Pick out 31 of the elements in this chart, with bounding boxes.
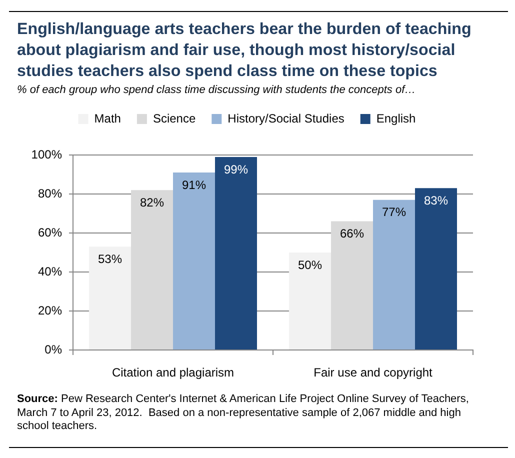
y-tick-label: 20% xyxy=(38,303,62,318)
y-tick-label: 0% xyxy=(44,342,62,356)
bar xyxy=(415,188,457,350)
legend-label: English xyxy=(376,111,416,126)
source-note: Source: Pew Research Center's Internet & American Life Project Online Survey of Teachers, March 7 to April 23, 2012. Based on a non-representative sample of 2,067 middle and high school teachers. xyxy=(17,393,470,432)
data-label: 91% xyxy=(182,178,206,192)
y-tick-label: 40% xyxy=(38,264,62,278)
legend-label: Science xyxy=(152,111,196,126)
bar xyxy=(331,221,373,350)
bar xyxy=(89,246,131,350)
bar xyxy=(373,200,415,350)
x-tick-label: Fair use and copyright xyxy=(314,366,434,380)
data-label: 66% xyxy=(340,226,364,241)
bar xyxy=(215,156,257,350)
x-tick-label: Citation and plagiarism xyxy=(112,366,234,380)
chart-subtitle: % of each group who spend class time discussing with students the concepts of… xyxy=(17,83,417,97)
bar xyxy=(173,172,215,350)
y-tick-label: 100% xyxy=(31,147,62,162)
data-label: 50% xyxy=(298,258,322,272)
data-label: 77% xyxy=(382,205,406,220)
data-label: 83% xyxy=(424,193,448,208)
legend-label: Math xyxy=(94,111,121,126)
y-tick-label: 80% xyxy=(38,186,62,200)
data-label: 82% xyxy=(140,195,164,210)
data-label: 53% xyxy=(98,252,122,266)
data-label: 99% xyxy=(224,162,248,176)
legend-label: History/Social Studies xyxy=(228,111,344,126)
y-tick-label: 60% xyxy=(38,225,62,240)
bar xyxy=(131,190,173,350)
bar xyxy=(289,252,331,350)
chart-title: English/language arts teachers bear the burden of teaching about plagiarism and fair use, though most history/social studies teachers also spend class time on these topics xyxy=(17,19,472,82)
